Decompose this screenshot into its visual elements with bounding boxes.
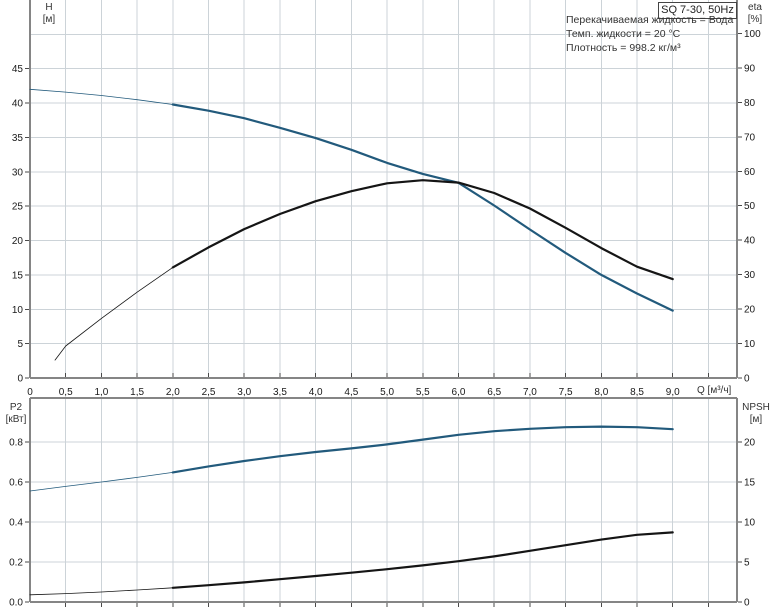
- annotation-density: Плотность = 998.2 кг/м³: [566, 42, 681, 54]
- x-tick-label: 5,5: [416, 387, 430, 398]
- h-axis-label-symbol: H: [45, 2, 53, 13]
- y-right-tick-label: 30: [744, 270, 756, 281]
- x-tick-label: 2,0: [166, 387, 180, 398]
- curve-p2: [171, 425, 674, 474]
- y-left-tick-label: 5: [17, 339, 23, 350]
- y-right-tick-label: 70: [744, 132, 756, 143]
- y-right-tick-label: 15: [744, 478, 756, 489]
- y-right-tick-label: 20: [744, 305, 756, 316]
- h-axis-label: H [м]: [36, 2, 62, 26]
- p2-axis-label-unit: [кВт]: [5, 414, 27, 425]
- y-left-tick-label: 0.8: [9, 438, 23, 449]
- y-left-tick-label: 15: [12, 270, 24, 281]
- h-axis-label-unit: [м]: [42, 14, 56, 25]
- y-right-tick-label: 5: [744, 558, 750, 569]
- x-tick-label: 8,0: [594, 387, 608, 398]
- y-left-tick-label: 25: [12, 202, 24, 213]
- curve-npsh: [171, 531, 674, 589]
- eta-axis-label: eta [%]: [742, 2, 768, 26]
- curve-h: [171, 103, 674, 312]
- y-right-tick-label: 0: [744, 374, 750, 385]
- curve-p2-thin: [29, 471, 174, 492]
- annotation-temperature: Темп. жидкости = 20 °C: [566, 28, 681, 40]
- y-right-tick-label: 10: [744, 339, 756, 350]
- p2-axis-label-symbol: P2: [9, 402, 23, 413]
- annotation-liquid: Перекачиваемая жидкость = Вода: [566, 14, 734, 26]
- q-axis-label: Q [м³/ч]: [697, 385, 732, 396]
- x-tick-label: 9,0: [666, 387, 680, 398]
- x-tick-label: 6,0: [452, 387, 466, 398]
- x-tick-label: 1,5: [130, 387, 144, 398]
- npsh-axis-label: NPSH [м]: [738, 402, 774, 426]
- y-left-tick-label: 0.4: [9, 518, 23, 529]
- curve-npsh-thin: [29, 587, 174, 596]
- y-right-tick-label: 0: [744, 598, 750, 609]
- x-tick-label: 1,0: [94, 387, 108, 398]
- y-left-tick-label: 35: [12, 133, 24, 144]
- y-left-tick-label: 0: [17, 374, 23, 385]
- x-tick-label: 3,5: [273, 387, 287, 398]
- p2-axis-label: P2 [кВт]: [1, 402, 31, 426]
- x-tick-label: 6,5: [487, 387, 501, 398]
- y-left-tick-label: 0.2: [9, 558, 23, 569]
- y-right-tick-label: 20: [744, 438, 756, 449]
- curve-h-thin: [29, 88, 174, 105]
- y-right-tick-label: 100: [744, 29, 761, 40]
- y-left-tick-label: 40: [12, 99, 24, 110]
- y-right-tick-label: 90: [744, 63, 756, 74]
- y-left-tick-label: 0.0: [9, 598, 23, 609]
- x-tick-label: 4,0: [309, 387, 323, 398]
- x-tick-label: 7,0: [523, 387, 537, 398]
- y-right-tick-label: 80: [744, 98, 756, 109]
- x-tick-label: 0: [27, 387, 33, 398]
- npsh-axis-label-symbol: NPSH: [742, 402, 770, 413]
- y-left-tick-label: 0.6: [9, 478, 23, 489]
- y-right-tick-label: 60: [744, 167, 756, 178]
- y-left-tick-label: 20: [12, 236, 24, 247]
- eta-axis-label-symbol: eta: [748, 2, 762, 13]
- liquid-annotations: Перекачиваемая жидкость = Вода Темп. жид…: [566, 13, 733, 55]
- x-tick-label: 7,5: [559, 387, 573, 398]
- y-right-tick-label: 10: [744, 518, 756, 529]
- eta-axis-label-unit: [%]: [747, 14, 763, 25]
- x-tick-label: 3,0: [237, 387, 251, 398]
- x-tick-label: 5,0: [380, 387, 394, 398]
- pump-model-badge: SQ 7-30, 50Hz: [658, 2, 737, 19]
- x-tick-label: 2,5: [202, 387, 216, 398]
- curve-eta-thin: [54, 266, 174, 361]
- y-right-tick-label: 40: [744, 236, 756, 247]
- npsh-axis-label-unit: [м]: [749, 414, 763, 425]
- y-left-tick-label: 30: [12, 167, 24, 178]
- x-tick-label: 0,5: [59, 387, 73, 398]
- y-right-tick-label: 50: [744, 201, 756, 212]
- x-tick-label: 8,5: [630, 387, 644, 398]
- y-left-tick-label: 45: [12, 64, 24, 75]
- x-tick-label: 4,5: [344, 387, 358, 398]
- curve-eta: [171, 179, 674, 281]
- y-left-tick-label: 10: [12, 305, 24, 316]
